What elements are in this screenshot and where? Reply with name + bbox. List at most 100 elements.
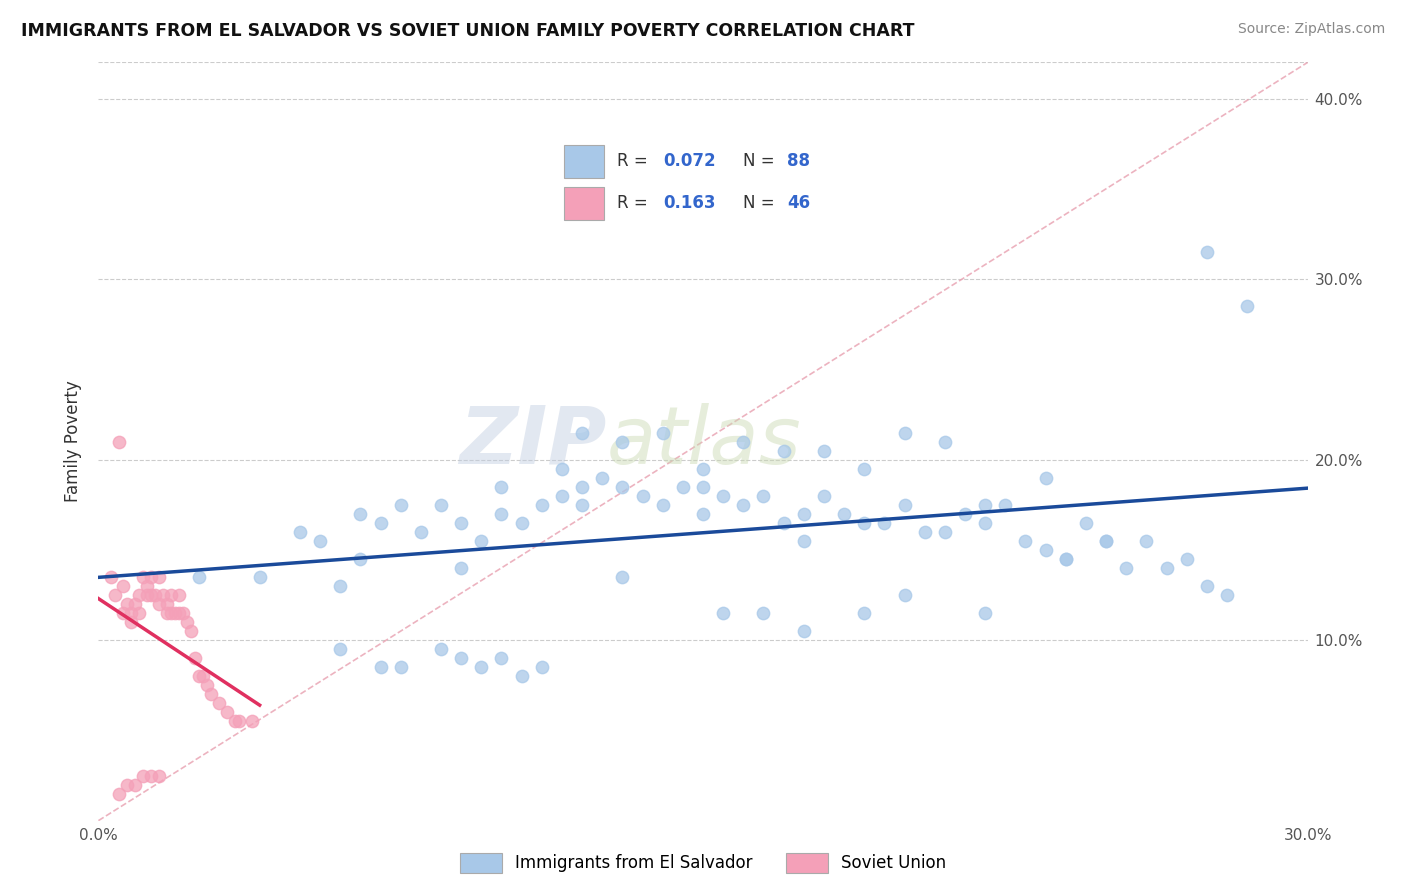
Point — [240, 714, 263, 729]
Bar — [564, 187, 605, 220]
Text: ZIP: ZIP — [458, 402, 606, 481]
Point — [612, 570, 634, 584]
Point — [349, 507, 371, 521]
Point — [195, 678, 218, 692]
Text: N =: N = — [744, 194, 780, 212]
Point — [530, 498, 553, 512]
Point — [288, 524, 311, 539]
Point — [1195, 579, 1218, 593]
Text: R =: R = — [617, 194, 652, 212]
Point — [249, 570, 271, 584]
Point — [450, 651, 472, 665]
Text: 0.163: 0.163 — [664, 194, 716, 212]
Point — [470, 660, 492, 674]
Point — [934, 434, 956, 449]
Point — [530, 660, 553, 674]
Point — [224, 714, 246, 729]
Point — [733, 434, 755, 449]
Point — [953, 507, 976, 521]
Point — [692, 480, 714, 494]
Point — [974, 606, 997, 620]
Point — [994, 498, 1017, 512]
Point — [139, 570, 162, 584]
Point — [188, 669, 211, 683]
Point — [1074, 516, 1097, 530]
Point — [692, 507, 714, 521]
Point — [491, 480, 513, 494]
Point — [974, 498, 997, 512]
Legend: Immigrants from El Salvador, Soviet Union: Immigrants from El Salvador, Soviet Unio… — [453, 847, 953, 880]
Point — [612, 434, 634, 449]
Point — [793, 507, 815, 521]
Point — [711, 606, 734, 620]
Point — [873, 516, 896, 530]
Point — [692, 461, 714, 475]
Text: IMMIGRANTS FROM EL SALVADOR VS SOVIET UNION FAMILY POVERTY CORRELATION CHART: IMMIGRANTS FROM EL SALVADOR VS SOVIET UN… — [21, 22, 914, 40]
Point — [571, 425, 593, 440]
Point — [612, 480, 634, 494]
Y-axis label: Family Poverty: Family Poverty — [65, 381, 83, 502]
Bar — [564, 145, 605, 178]
Point — [152, 588, 174, 602]
Point — [733, 498, 755, 512]
Point — [571, 480, 593, 494]
Point — [128, 606, 150, 620]
Point — [510, 516, 533, 530]
Point — [167, 606, 190, 620]
Point — [370, 516, 392, 530]
Point — [1014, 533, 1036, 548]
Point — [135, 588, 157, 602]
Point — [139, 768, 162, 782]
Point — [430, 642, 453, 657]
Point — [172, 606, 194, 620]
Point — [349, 552, 371, 566]
Point — [853, 461, 876, 475]
Point — [135, 579, 157, 593]
Point — [156, 606, 179, 620]
Point — [176, 615, 198, 629]
Point — [853, 606, 876, 620]
Point — [132, 570, 155, 584]
Point — [893, 588, 915, 602]
Point — [1115, 561, 1137, 575]
Point — [934, 524, 956, 539]
Point — [184, 651, 207, 665]
Point — [813, 489, 835, 503]
Point — [193, 669, 215, 683]
Point — [124, 597, 146, 611]
Point — [631, 489, 654, 503]
Text: 88: 88 — [787, 153, 810, 170]
Point — [832, 507, 855, 521]
Point — [1236, 299, 1258, 313]
Point — [148, 768, 170, 782]
Point — [772, 443, 794, 458]
Text: N =: N = — [744, 153, 780, 170]
Point — [160, 588, 183, 602]
Point — [409, 524, 432, 539]
Point — [180, 624, 202, 639]
Point — [1195, 244, 1218, 259]
Point — [217, 706, 239, 720]
Point — [107, 787, 129, 801]
Point — [132, 768, 155, 782]
Point — [1175, 552, 1198, 566]
Point — [772, 516, 794, 530]
Point — [228, 714, 250, 729]
Point — [200, 687, 222, 701]
Point — [1054, 552, 1077, 566]
Point — [148, 570, 170, 584]
Point — [111, 579, 134, 593]
Point — [167, 588, 190, 602]
Text: 46: 46 — [787, 194, 810, 212]
Text: Source: ZipAtlas.com: Source: ZipAtlas.com — [1237, 22, 1385, 37]
Text: atlas: atlas — [606, 402, 801, 481]
Text: R =: R = — [617, 153, 652, 170]
Point — [160, 606, 183, 620]
Point — [124, 778, 146, 792]
Point — [793, 533, 815, 548]
Point — [893, 498, 915, 512]
Point — [491, 507, 513, 521]
Point — [551, 489, 574, 503]
Point — [103, 588, 125, 602]
Point — [450, 561, 472, 575]
